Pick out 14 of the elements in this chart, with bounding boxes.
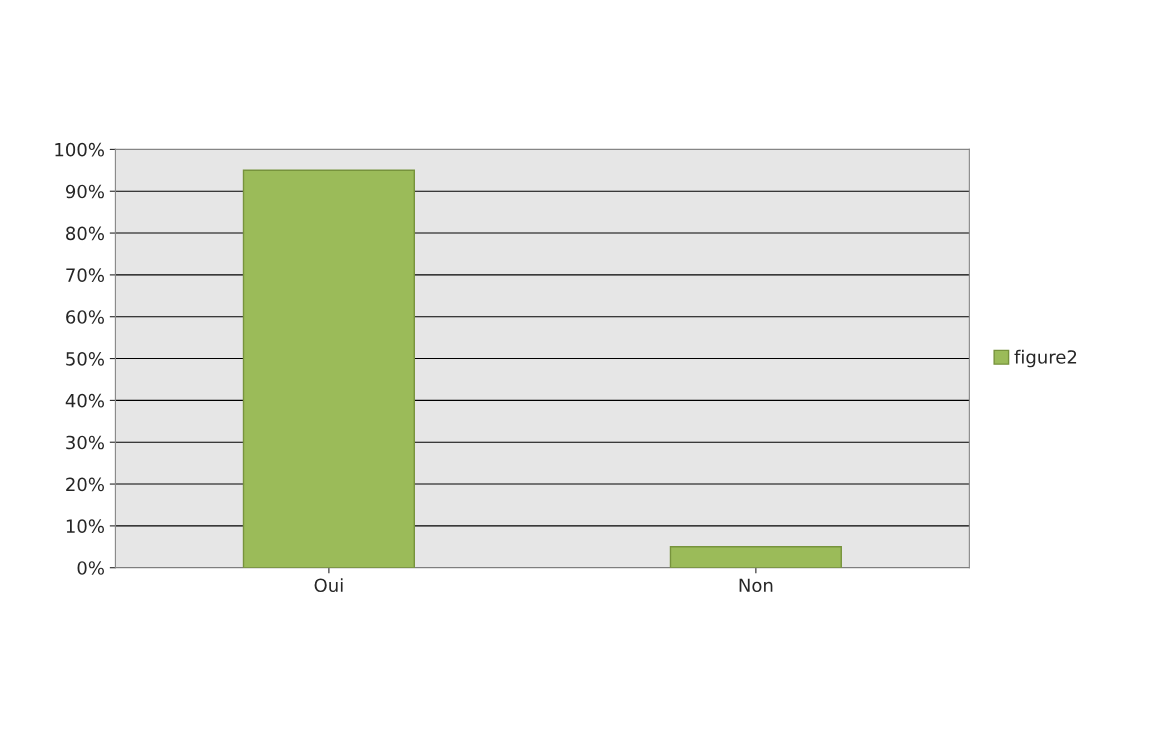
y-tick-label: 50% — [66, 352, 104, 366]
y-tick-label: 70% — [66, 268, 104, 283]
y-tick-label: 100% — [55, 142, 104, 157]
y-tick-label: 20% — [66, 477, 104, 492]
y-tick-label: 60% — [66, 310, 104, 324]
y-tick-label: 40% — [65, 393, 104, 408]
y-tick-label: 80% — [66, 226, 104, 241]
legend-label: figure2 — [1014, 349, 1077, 368]
y-tick-label: 10% — [66, 519, 104, 533]
y-tick-label: 90% — [65, 184, 104, 199]
x-tick-label: Non — [739, 578, 773, 593]
x-tick-label: Oui — [314, 578, 343, 593]
y-tick-label: 30% — [66, 435, 104, 450]
y-tick-label: 0% — [77, 561, 104, 575]
